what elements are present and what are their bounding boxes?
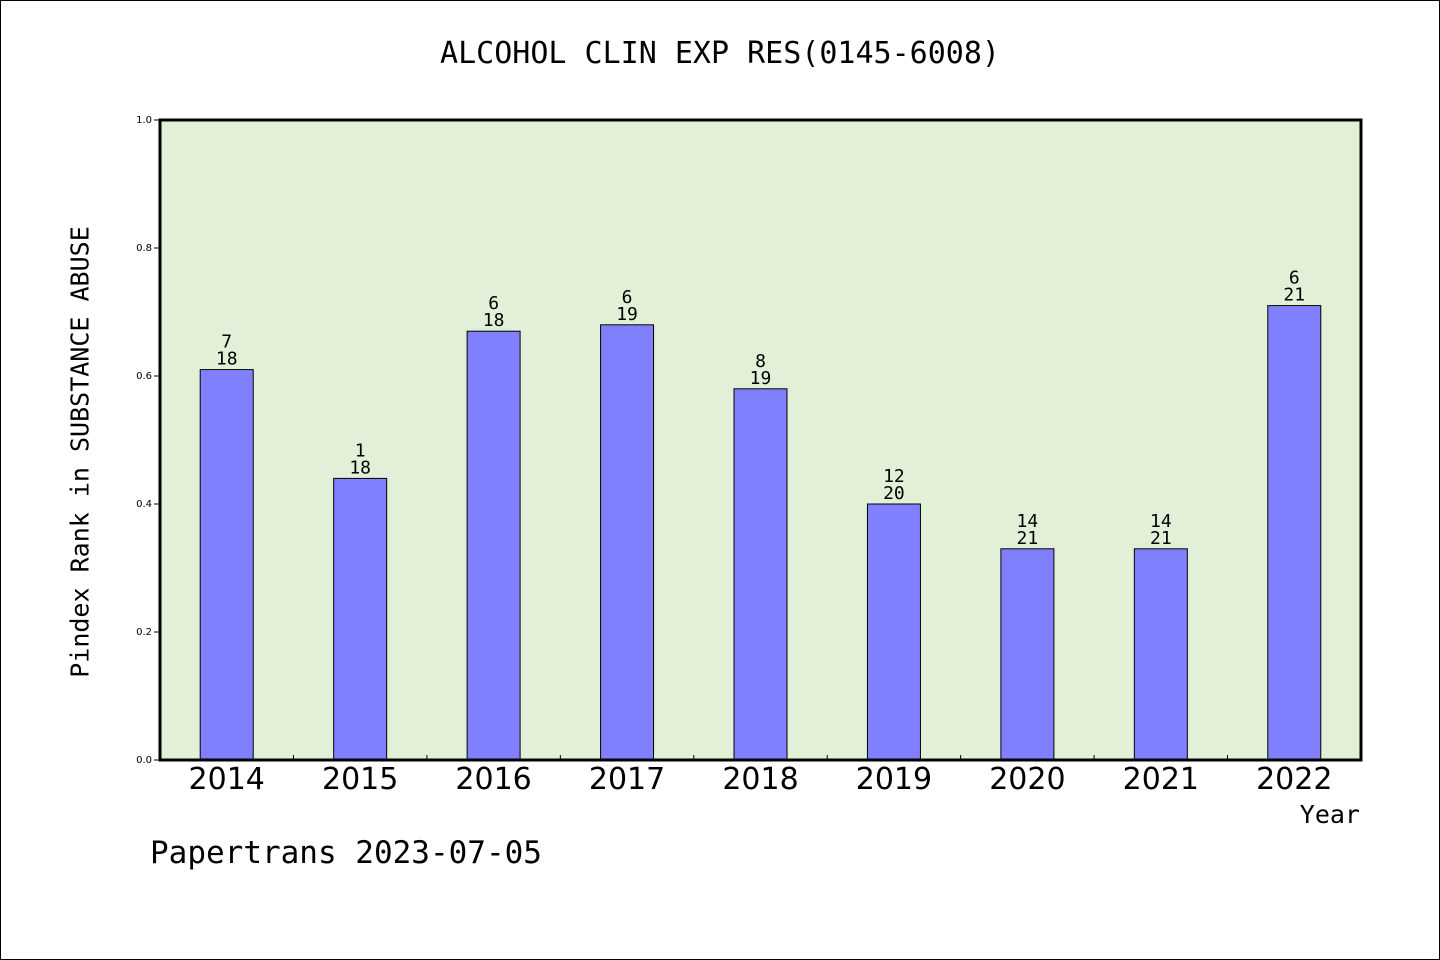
bar xyxy=(1267,305,1322,761)
y-tick-label: 0.6 xyxy=(136,371,152,382)
y-tick-label: 0.2 xyxy=(136,627,152,638)
x-tick-label: 2022 xyxy=(1256,762,1332,797)
bar-total-label: 18 xyxy=(216,349,238,370)
x-tick-label: 2021 xyxy=(1123,762,1199,797)
bar-total-label: 19 xyxy=(750,368,772,389)
chart-title: ALCOHOL CLIN EXP RES(0145-6008) xyxy=(440,36,1000,71)
y-tick-label: 0.4 xyxy=(136,499,152,510)
x-tick-label: 2019 xyxy=(856,762,932,797)
bar-rank-label: 1 xyxy=(355,440,366,461)
bar xyxy=(733,388,788,761)
bar xyxy=(466,330,521,761)
bar xyxy=(1133,548,1188,761)
x-tick-label: 2018 xyxy=(722,762,798,797)
bar-total-label: 21 xyxy=(1283,285,1305,306)
bar-total-label: 18 xyxy=(349,457,371,478)
bar-total-label: 18 xyxy=(483,310,505,331)
bar-rank-label: 12 xyxy=(883,466,905,487)
plot-border xyxy=(158,118,1363,762)
bar-rank-label: 8 xyxy=(755,351,766,372)
x-tick-label: 2014 xyxy=(189,762,265,797)
bar xyxy=(333,477,388,761)
bar-total-label: 21 xyxy=(1150,528,1172,549)
bar-rank-label: 6 xyxy=(488,293,499,314)
bar xyxy=(600,324,655,761)
y-tick-label: 0.0 xyxy=(136,755,152,766)
x-tick-label: 2016 xyxy=(455,762,531,797)
bar-rank-label: 7 xyxy=(221,332,232,353)
y-tick-label: 1.0 xyxy=(136,115,152,126)
bar-rank-label: 6 xyxy=(1289,268,1300,289)
x-tick-label: 2017 xyxy=(589,762,665,797)
x-axis-title: Year xyxy=(1299,800,1360,829)
bar-rank-label: 6 xyxy=(622,287,633,308)
bar-total-label: 20 xyxy=(883,483,905,504)
bar xyxy=(866,503,921,761)
bar xyxy=(199,369,254,761)
bar-rank-label: 14 xyxy=(1150,511,1172,532)
x-tick-label: 2020 xyxy=(989,762,1065,797)
footer-note: Papertrans 2023-07-05 xyxy=(150,835,542,871)
bar-rank-label: 14 xyxy=(1017,511,1039,532)
x-tick-label: 2015 xyxy=(322,762,398,797)
bar-total-label: 19 xyxy=(616,304,638,325)
y-tick-label: 0.8 xyxy=(136,243,152,254)
bar xyxy=(1000,548,1055,761)
bar-total-label: 21 xyxy=(1017,528,1039,549)
